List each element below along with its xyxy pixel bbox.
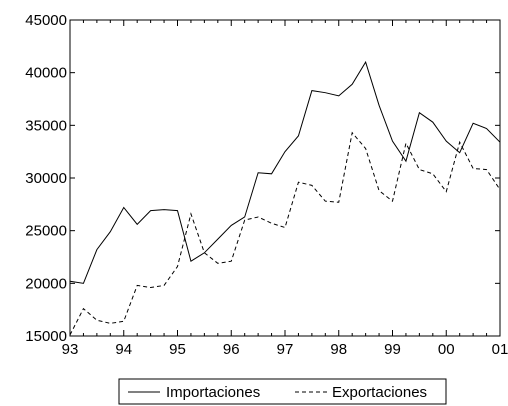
y-tick-label: 15000 bbox=[25, 328, 67, 345]
x-tick-label: 01 bbox=[492, 341, 508, 358]
y-tick-label: 20000 bbox=[25, 275, 67, 292]
x-tick-label: 97 bbox=[277, 341, 294, 358]
legend-label-importaciones: Importaciones bbox=[166, 384, 260, 401]
x-axis: 93 94 95 96 97 98 99 00 01 bbox=[62, 20, 508, 358]
x-tick-label: 96 bbox=[223, 341, 240, 358]
x-tick-label: 99 bbox=[384, 341, 401, 358]
y-tick-label: 35000 bbox=[25, 117, 67, 134]
series-line-importaciones bbox=[69, 60, 501, 284]
series-line-exportaciones bbox=[69, 131, 501, 336]
y-axis: 15000 20000 25000 30000 35000 40000 45000 bbox=[25, 12, 500, 345]
legend-label-exportaciones: Exportaciones bbox=[332, 384, 427, 401]
series-group bbox=[69, 60, 501, 336]
x-tick-label: 98 bbox=[330, 341, 347, 358]
y-tick-label: 30000 bbox=[25, 170, 67, 187]
y-tick-label: 25000 bbox=[25, 223, 67, 240]
y-tick-label: 45000 bbox=[25, 12, 67, 29]
x-tick-label: 94 bbox=[115, 341, 132, 358]
x-tick-label: 93 bbox=[62, 341, 79, 358]
x-tick-label: 95 bbox=[169, 341, 186, 358]
x-tick-label: 00 bbox=[438, 341, 455, 358]
y-tick-label: 40000 bbox=[25, 65, 67, 82]
legend: Importaciones Exportaciones bbox=[118, 378, 447, 405]
legend-box bbox=[118, 378, 447, 405]
